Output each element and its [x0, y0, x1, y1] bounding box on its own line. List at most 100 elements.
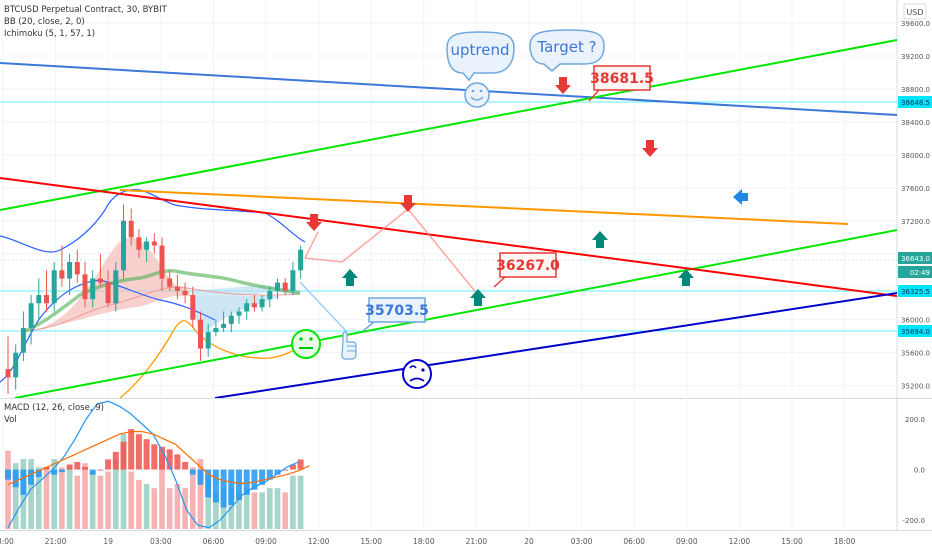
trendline-red[interactable]	[0, 177, 897, 297]
price-tag-label: 36325.5	[901, 288, 930, 296]
candle[interactable]	[221, 311, 227, 333]
volume-bar	[282, 492, 288, 529]
candle[interactable]	[13, 344, 19, 390]
macd-histogram-bar	[159, 446, 165, 470]
price-tag-bg	[898, 285, 932, 297]
candle-body	[74, 262, 80, 275]
callout-36267[interactable]	[493, 252, 557, 288]
candle[interactable]	[113, 262, 119, 312]
candle[interactable]	[136, 229, 142, 258]
candle-body	[51, 270, 57, 304]
trendline-navy[interactable]	[214, 292, 897, 398]
volume-bar	[28, 459, 34, 529]
candle[interactable]	[167, 270, 173, 291]
macd-histogram-bar	[182, 461, 189, 470]
candle[interactable]	[267, 286, 273, 308]
price-tag: 36643.0	[898, 252, 932, 264]
candle-body	[136, 237, 142, 250]
candle[interactable]	[251, 294, 257, 312]
volume-bar	[82, 463, 88, 529]
macd-histogram-bar	[212, 469, 219, 503]
currency-label: USD	[906, 8, 923, 17]
candle[interactable]	[74, 249, 80, 283]
vol-legend[interactable]: Vol	[4, 415, 17, 425]
price-tick-label: 39600.0	[901, 20, 930, 28]
candle-body	[5, 369, 11, 378]
candle[interactable]	[244, 299, 250, 320]
candle[interactable]	[228, 311, 234, 333]
candle[interactable]	[205, 323, 211, 357]
candle[interactable]	[67, 253, 73, 295]
candle[interactable]	[282, 278, 288, 295]
candle[interactable]	[190, 286, 196, 328]
callout-target[interactable]	[529, 29, 605, 72]
candle[interactable]	[290, 262, 296, 295]
candle[interactable]	[151, 233, 157, 254]
candle[interactable]	[182, 282, 188, 304]
candle[interactable]	[5, 336, 11, 394]
macd-histogram-bar	[112, 451, 119, 470]
candle[interactable]	[28, 294, 34, 345]
candle[interactable]	[174, 274, 180, 300]
projection-path-up	[304, 207, 479, 296]
callout-35703[interactable]	[362, 297, 426, 332]
candle[interactable]	[51, 262, 57, 312]
candle-body	[228, 315, 234, 324]
candle-body	[282, 282, 288, 291]
trendline-blue-top[interactable]	[0, 62, 897, 116]
currency-button[interactable]	[903, 3, 927, 20]
time-tick-label: 09:00	[255, 537, 277, 546]
candle[interactable]	[259, 294, 265, 312]
candle[interactable]	[213, 319, 219, 337]
macd-histogram-bar	[243, 469, 250, 495]
candle[interactable]	[44, 270, 49, 312]
callout-uptrend[interactable]	[446, 31, 515, 82]
candle[interactable]	[105, 270, 111, 308]
macd-histogram-bar	[89, 469, 96, 475]
arrow-down-icon	[555, 77, 571, 94]
channel-green-lower[interactable]	[14, 229, 897, 398]
volume-bar	[190, 467, 196, 529]
candle[interactable]	[20, 311, 26, 361]
price-tag-label: 36643.0	[901, 255, 930, 263]
candle[interactable]	[198, 311, 203, 361]
callout-38681[interactable]	[588, 65, 651, 102]
bb-legend[interactable]: BB (20, close, 2, 0)	[4, 17, 85, 27]
symbol-legend[interactable]: BTCUSD Perpetual Contract, 30, BYBIT	[4, 5, 168, 15]
price-tick-label: 37200.0	[901, 218, 930, 226]
time-tick-label: 18:00	[834, 537, 856, 546]
candle[interactable]	[121, 204, 126, 279]
volume-bar	[105, 471, 111, 529]
time-tick-label: 06:00	[203, 537, 225, 546]
ichimoku-legend[interactable]: Ichimoku (5, 1, 57, 1)	[4, 29, 95, 39]
candle[interactable]	[90, 270, 96, 308]
candle[interactable]	[236, 307, 242, 324]
macd-tick-label: 200.0	[905, 416, 925, 424]
candle[interactable]	[97, 253, 103, 287]
candle-body	[236, 311, 242, 316]
candle[interactable]	[36, 278, 42, 320]
trendline-orange[interactable]	[119, 189, 849, 225]
candle[interactable]	[128, 208, 134, 246]
volume-bar	[220, 488, 227, 529]
candle[interactable]	[144, 237, 150, 263]
macd-histogram-bar	[143, 439, 150, 470]
macd-histogram-bar	[197, 469, 204, 485]
time-tick-label: 18:00	[413, 537, 435, 546]
price-tag-label: 02:49	[910, 269, 930, 277]
macd-legend[interactable]: MACD (12, 26, close, 9)	[4, 403, 104, 413]
candles	[5, 204, 304, 394]
price-tick-label: 35600.0	[901, 350, 930, 358]
candle[interactable]	[159, 237, 165, 291]
candle[interactable]	[275, 278, 280, 300]
candle[interactable]	[59, 245, 65, 287]
price-tick-label: 39200.0	[901, 53, 930, 61]
candle[interactable]	[82, 262, 88, 308]
main-pane	[0, 29, 897, 398]
price-tick-label: 37600.0	[901, 185, 930, 193]
candle-body	[182, 290, 188, 295]
channel-green-upper[interactable]	[0, 39, 897, 211]
volume-bar	[36, 467, 42, 529]
candle[interactable]	[298, 245, 304, 279]
